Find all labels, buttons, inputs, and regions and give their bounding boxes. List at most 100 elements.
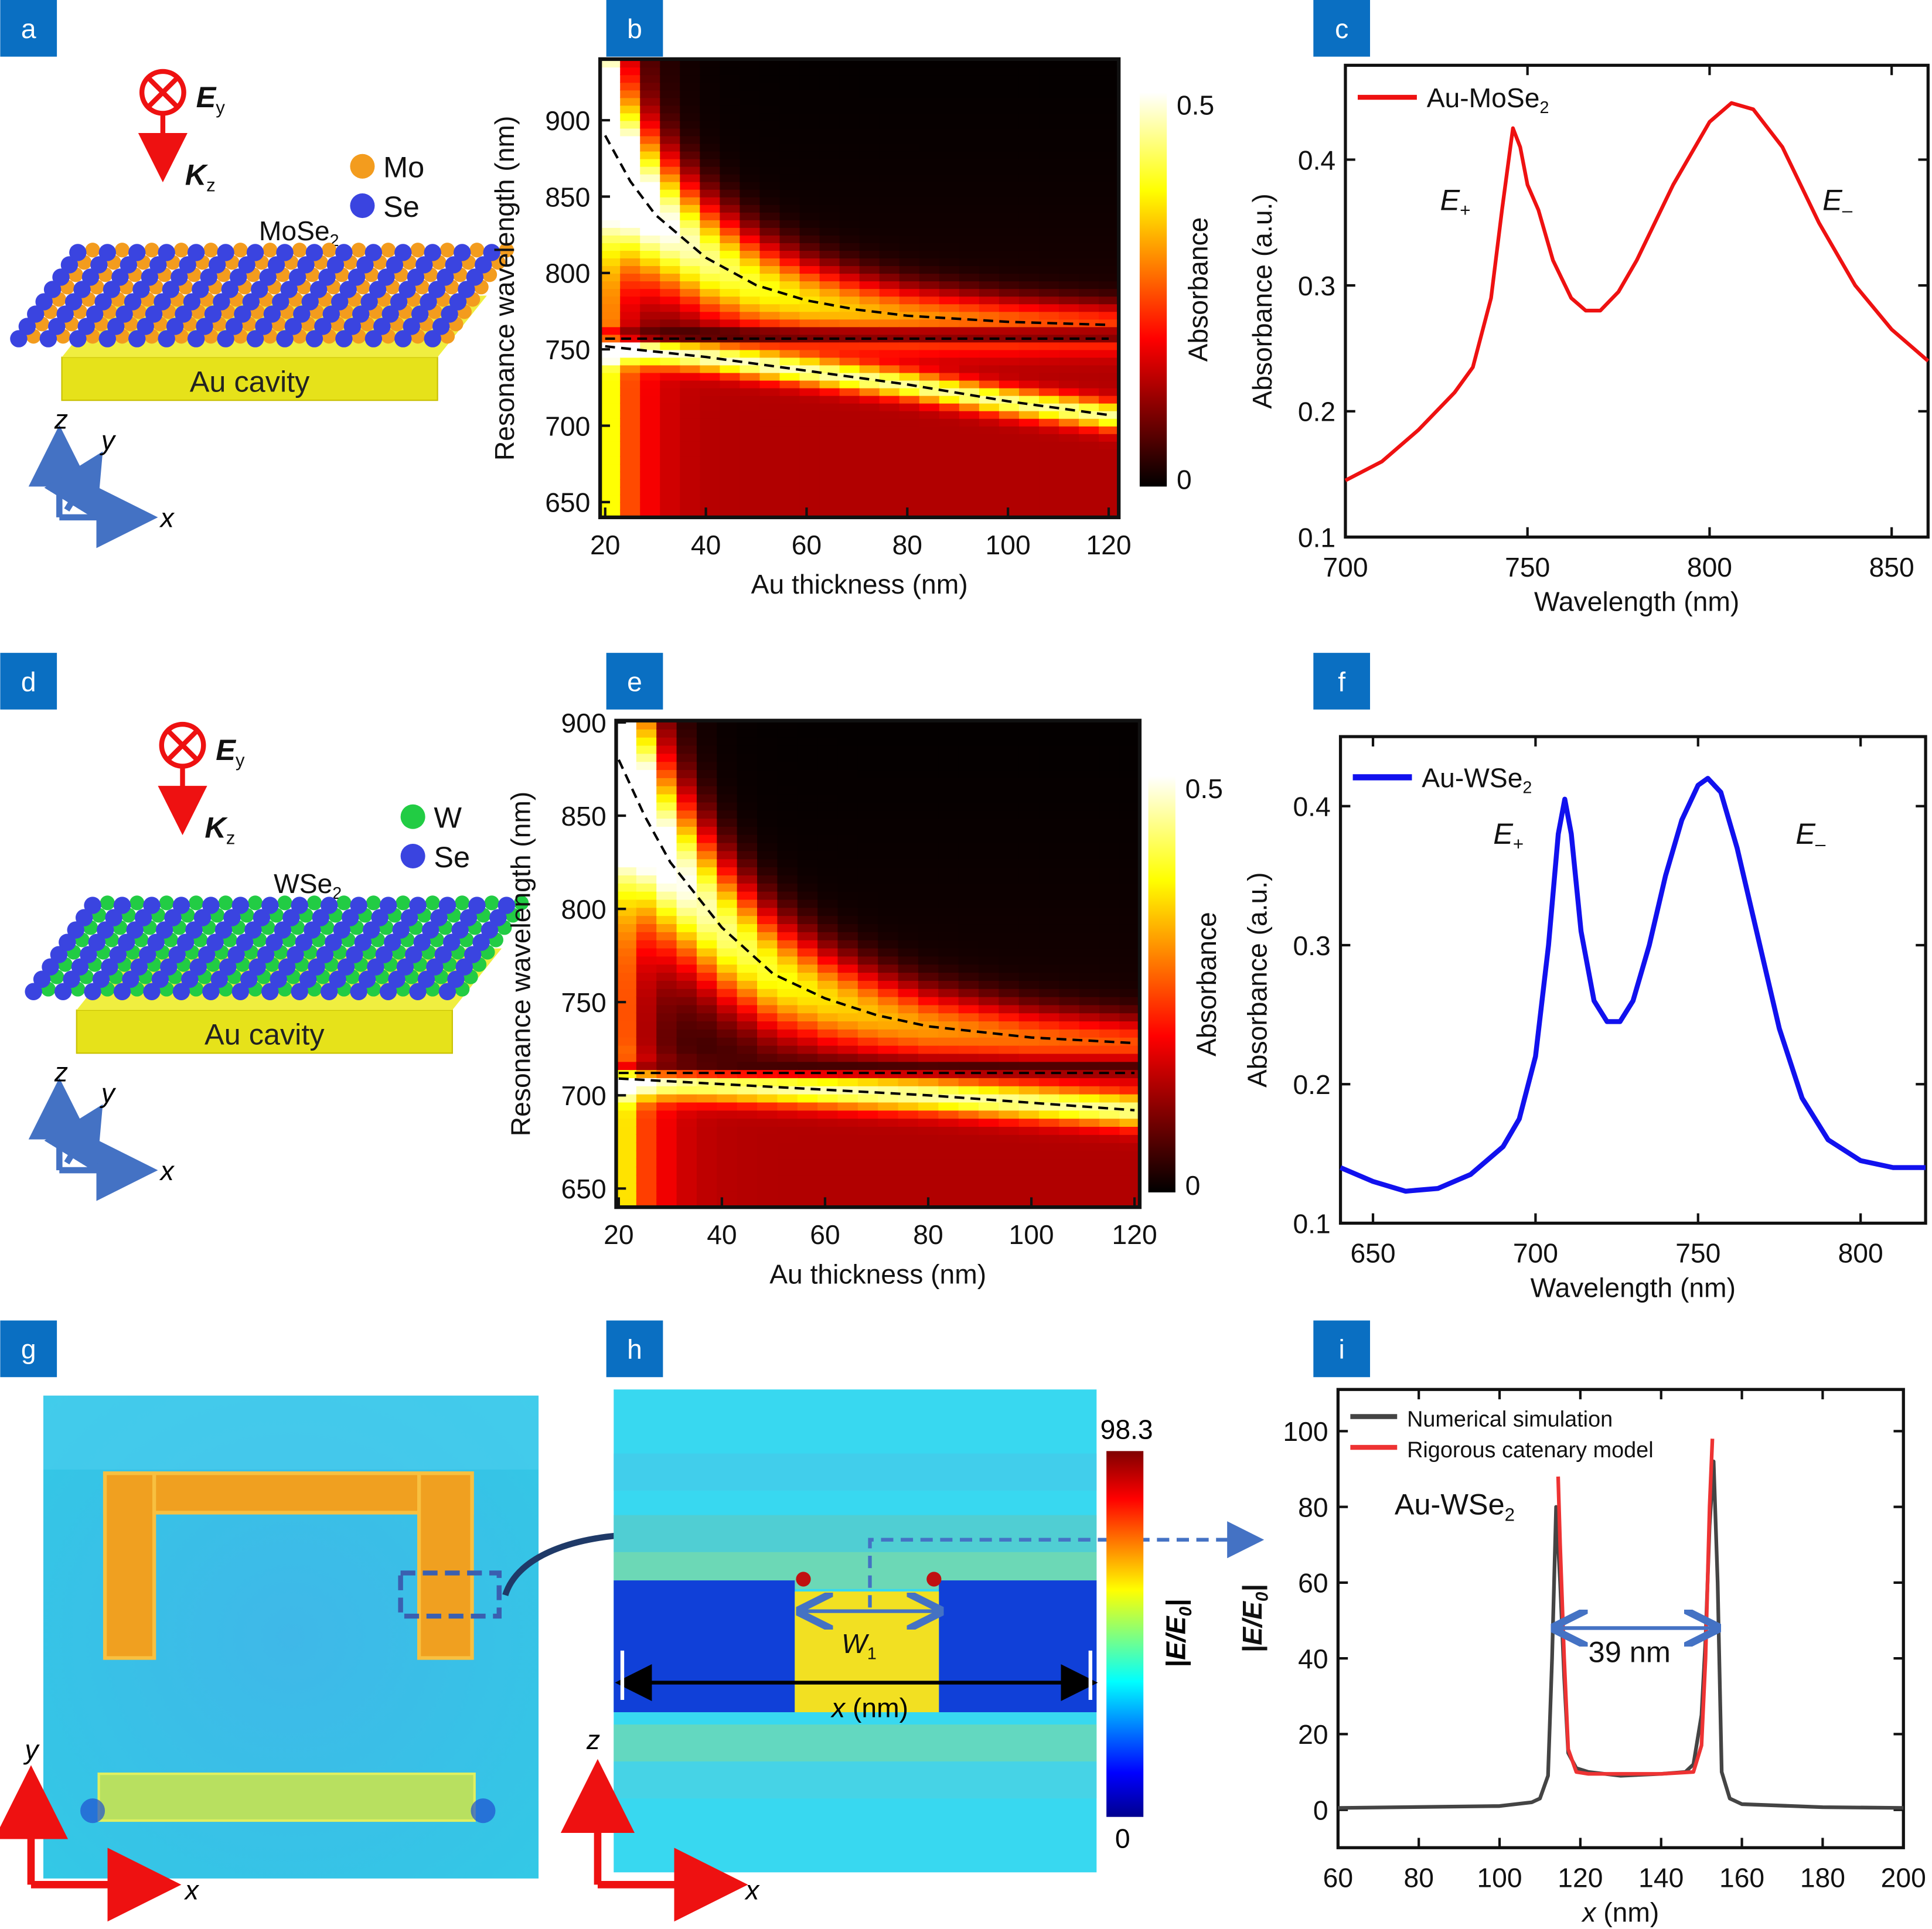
heatmap-cell <box>1099 234 1120 243</box>
heatmap-cell <box>636 907 657 916</box>
heatmap-cell <box>938 915 959 925</box>
heatmap-cell <box>898 899 919 908</box>
heatmap-cell <box>717 850 738 860</box>
heatmap-cell <box>717 737 738 746</box>
heatmap-cell <box>660 181 681 190</box>
heatmap-cell <box>660 311 681 320</box>
heatmap-cell <box>620 486 641 496</box>
heatmap-cell <box>1119 810 1141 819</box>
heatmap-cell <box>939 128 960 137</box>
heatmap-cell <box>859 403 880 411</box>
heatmap-cell <box>857 1045 879 1054</box>
heatmap-cell <box>959 311 980 320</box>
heatmap-cell <box>817 980 839 989</box>
heatmap-cell <box>879 166 901 175</box>
heatmap-cell <box>797 1102 819 1111</box>
heatmap-cell <box>700 196 721 205</box>
heatmap-cell <box>1059 372 1080 381</box>
heatmap-cell <box>878 737 899 746</box>
heatmap-cell <box>899 494 921 503</box>
se-atom <box>172 983 190 1000</box>
heatmap-cell <box>720 319 741 328</box>
heatmap-cell <box>740 212 761 220</box>
heatmap-cell <box>859 387 880 396</box>
heatmap-cell <box>1039 1004 1060 1014</box>
heatmap-cell <box>999 866 1020 875</box>
heatmap-cell <box>799 272 820 282</box>
heatmap-cell <box>757 1182 778 1192</box>
heatmap-cell <box>979 189 1000 197</box>
heatmap-cell <box>696 842 718 851</box>
heatmap-cell <box>939 196 960 205</box>
heatmap-cell <box>616 1085 638 1095</box>
heatmap-cell <box>720 250 741 259</box>
heatmap-cell <box>959 349 980 358</box>
heatmap-cell <box>839 295 860 305</box>
heatmap-cell <box>636 1093 657 1103</box>
x-tick-label: 700 <box>1323 552 1368 582</box>
heatmap-cell <box>779 441 800 449</box>
heatmap-cell <box>759 74 781 83</box>
heatmap-cell <box>938 866 959 875</box>
heatmap-cell <box>938 980 959 989</box>
heatmap-cell <box>1039 923 1060 932</box>
heatmap-cell <box>616 1012 638 1022</box>
heatmap-cell <box>899 265 921 274</box>
heatmap-cell <box>918 720 939 730</box>
heatmap-cell <box>1119 761 1141 771</box>
se-atom <box>358 970 376 988</box>
gap-label-main: W <box>841 1628 870 1659</box>
heatmap-cell <box>1039 842 1060 851</box>
se-atom <box>424 244 441 261</box>
heatmap-cell <box>676 939 698 949</box>
panel-label: b <box>627 13 642 44</box>
heatmap-cell <box>676 777 698 786</box>
heatmap-cell <box>918 737 939 746</box>
heatmap-cell <box>1039 74 1060 83</box>
heatmap-cell <box>1059 82 1080 91</box>
heatmap-cell <box>676 1028 698 1038</box>
heatmap-cell <box>1039 113 1060 121</box>
heatmap-cell <box>779 494 800 503</box>
heatmap-cell <box>759 204 781 213</box>
heatmap-cell <box>660 59 681 68</box>
heatmap-cell <box>979 761 1000 771</box>
heatmap-cell <box>636 745 657 754</box>
heatmap-cell <box>797 882 819 892</box>
heatmap-cell <box>680 166 701 175</box>
heatmap-cell <box>636 858 657 868</box>
heatmap-cell <box>720 196 741 205</box>
heatmap-cell <box>899 257 921 267</box>
heatmap-cell <box>600 441 621 449</box>
se-atom <box>71 958 89 976</box>
se-atom <box>202 897 220 914</box>
heatmap-cell <box>680 189 701 197</box>
heatmap-cell <box>979 311 1000 320</box>
heatmap-cell <box>859 257 880 267</box>
heatmap-cell <box>737 1117 758 1127</box>
se-atom <box>33 970 51 988</box>
heatmap-cell <box>1039 915 1060 925</box>
heatmap-cell <box>759 90 781 98</box>
se-atom <box>225 318 243 335</box>
heatmap-cell <box>1099 74 1120 83</box>
heatmap-cell <box>817 858 839 868</box>
heatmap-cell <box>979 82 1000 91</box>
heatmap-cell <box>660 387 681 396</box>
heatmap-cell <box>1059 1166 1081 1176</box>
heatmap-cell <box>696 826 718 835</box>
heatmap-cell <box>616 1126 638 1135</box>
heatmap-cell <box>958 737 980 746</box>
heatmap-cell <box>620 257 641 267</box>
heatmap-cell <box>878 988 899 997</box>
se-atom <box>282 909 300 926</box>
heatmap-cell <box>700 227 721 236</box>
heatmap-cell <box>779 66 800 76</box>
heatmap-cell <box>919 448 941 457</box>
heatmap-cell <box>717 907 738 916</box>
heatmap-cell <box>660 82 681 91</box>
heatmap-cell <box>999 181 1020 190</box>
heatmap-cell <box>640 250 661 259</box>
heatmap-cell <box>817 1174 839 1184</box>
x-tick-label: 800 <box>1687 552 1732 582</box>
